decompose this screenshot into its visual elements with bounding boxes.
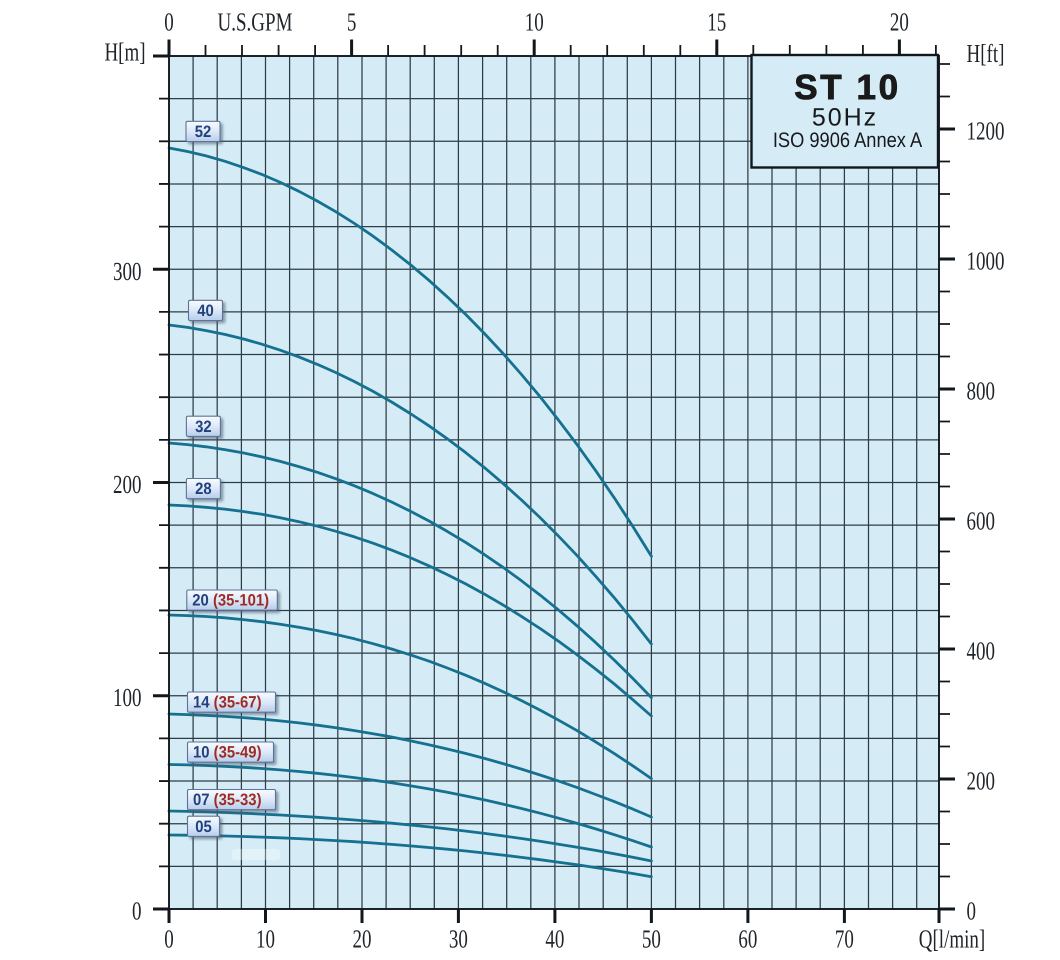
svg-text:40: 40 <box>197 302 214 320</box>
svg-text:0: 0 <box>132 897 141 926</box>
svg-text:30: 30 <box>449 925 468 954</box>
svg-text:300: 300 <box>113 257 141 286</box>
svg-text:70: 70 <box>835 925 854 954</box>
svg-text:07 (35-33): 07 (35-33) <box>193 791 262 809</box>
svg-text:20 (35-101): 20 (35-101) <box>192 592 269 610</box>
svg-text:14 (35-67): 14 (35-67) <box>193 694 262 712</box>
svg-text:H[ft]: H[ft] <box>967 39 1005 68</box>
svg-text:400: 400 <box>967 637 995 666</box>
svg-text:ST 10: ST 10 <box>794 68 900 107</box>
svg-text:Q[l/min]: Q[l/min] <box>919 925 985 954</box>
svg-text:60: 60 <box>738 925 757 954</box>
svg-text:0: 0 <box>967 897 976 926</box>
svg-text:0: 0 <box>164 8 173 37</box>
svg-text:200: 200 <box>113 470 141 499</box>
svg-text:1000: 1000 <box>967 247 1005 276</box>
svg-text:32: 32 <box>195 418 212 436</box>
svg-text:U.S.GPM: U.S.GPM <box>218 8 293 37</box>
svg-text:0: 0 <box>164 925 173 954</box>
svg-text:100: 100 <box>113 683 141 712</box>
svg-text:52: 52 <box>195 123 212 141</box>
svg-text:40: 40 <box>545 925 564 954</box>
svg-text:20: 20 <box>890 8 909 37</box>
svg-text:5: 5 <box>347 8 356 37</box>
svg-text:20: 20 <box>353 925 372 954</box>
svg-text:10: 10 <box>525 8 544 37</box>
svg-text:H[m]: H[m] <box>104 38 145 67</box>
svg-text:28: 28 <box>195 480 212 498</box>
svg-text:800: 800 <box>967 377 995 406</box>
svg-text:1200: 1200 <box>967 117 1005 146</box>
svg-text:ISO 9906 Annex A: ISO 9906 Annex A <box>773 129 922 152</box>
svg-text:10 (35-49): 10 (35-49) <box>193 744 262 762</box>
svg-text:15: 15 <box>707 8 726 37</box>
svg-text:600: 600 <box>967 507 995 536</box>
svg-text:50: 50 <box>642 925 661 954</box>
svg-text:200: 200 <box>967 767 995 796</box>
svg-text:05: 05 <box>195 818 212 836</box>
svg-text:10: 10 <box>256 925 275 954</box>
svg-text:50Hz: 50Hz <box>812 104 878 132</box>
